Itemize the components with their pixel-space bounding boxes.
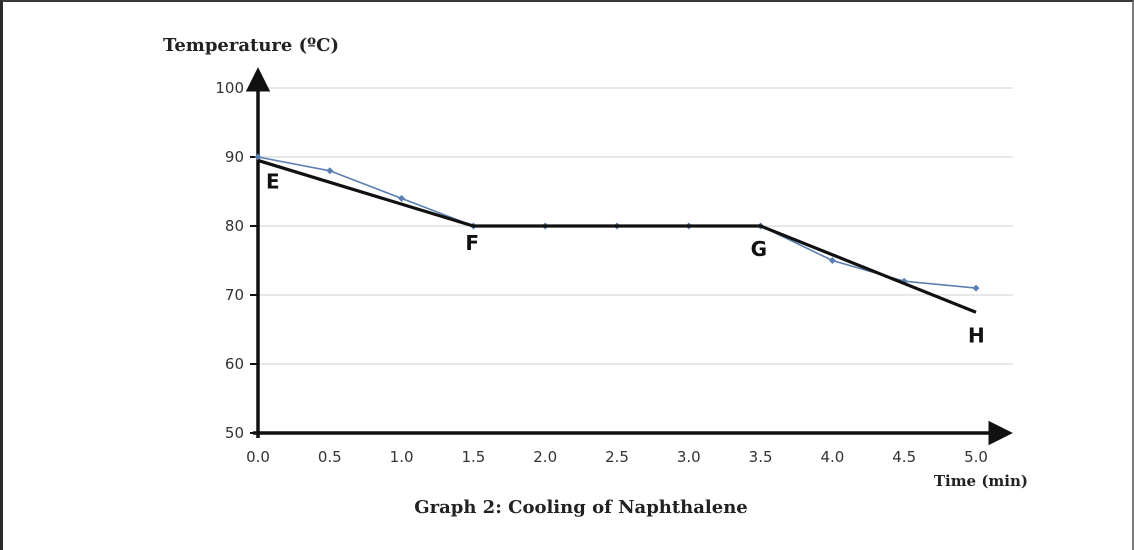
y-tick-label: 50 (225, 424, 244, 442)
x-tick-label: 2.0 (533, 448, 557, 466)
x-axis-label: Time (min) (934, 472, 1028, 490)
point-label-f: F (465, 231, 479, 255)
x-tick-label: 3.0 (677, 448, 701, 466)
tick-labels: 50 60 70 80 90 100 0.0 0.5 1.0 1.5 2.0 2.5 3.0 3.5 4.0… (215, 79, 988, 466)
data-point (972, 284, 980, 292)
x-tick-label: 2.5 (605, 448, 629, 466)
x-tick-label: 0.0 (246, 448, 270, 466)
y-tick-label: 60 (225, 355, 244, 373)
x-tick-label: 0.5 (318, 448, 342, 466)
y-tick-label: 90 (225, 148, 244, 166)
axes (245, 67, 1013, 446)
point-label-g: G (751, 237, 767, 261)
data-point (398, 194, 406, 202)
x-tick-label: 4.5 (892, 448, 916, 466)
series-line-fitted (257, 158, 977, 314)
x-tick-label: 1.0 (390, 448, 414, 466)
x-tick-label: 3.5 (749, 448, 773, 466)
point-annotations: E F G H (266, 169, 985, 347)
y-tick-label: 80 (225, 217, 244, 235)
series (254, 153, 980, 314)
point-label-h: H (968, 323, 985, 347)
y-tick-label: 100 (215, 79, 244, 97)
chart-title: Graph 2: Cooling of Naphthalene (414, 497, 748, 518)
y-tick-label: 70 (225, 286, 244, 304)
x-tick-label: 4.0 (820, 448, 844, 466)
x-tick-label: 1.5 (461, 448, 485, 466)
x-tick-label: 5.0 (964, 448, 988, 466)
y-axis-label: Temperature (ºC) (163, 35, 339, 56)
point-label-e: E (266, 169, 280, 193)
gridlines (258, 87, 1013, 365)
data-point (254, 153, 262, 161)
data-point (326, 167, 334, 175)
data-point (828, 257, 836, 264)
